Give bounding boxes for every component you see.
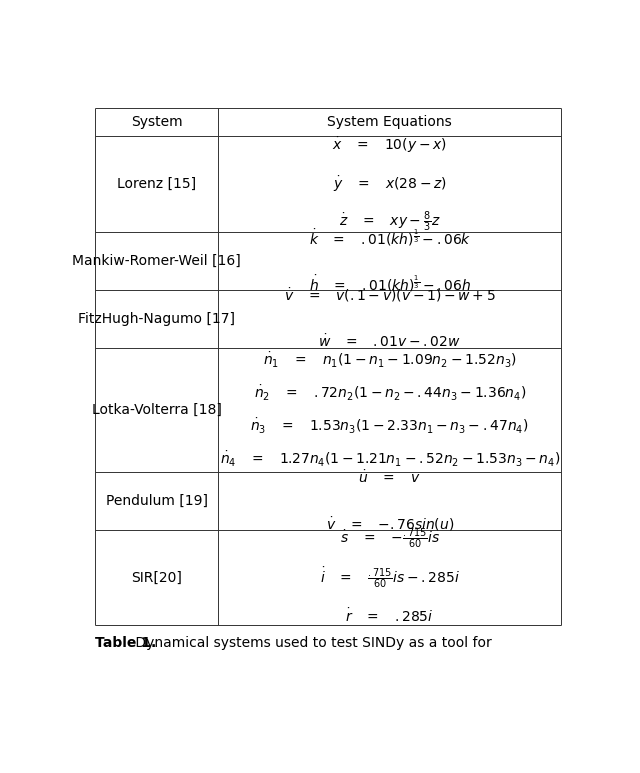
- Text: Table 1.: Table 1.: [95, 636, 156, 650]
- Text: $\dot{k}$   $=$   $.01(kh)^{\frac{1}{3}} - .06k$: $\dot{k}$ $=$ $.01(kh)^{\frac{1}{3}} - .…: [308, 227, 471, 248]
- Text: FitzHugh-Nagumo [17]: FitzHugh-Nagumo [17]: [78, 312, 235, 325]
- Text: $\dot{i}$   $=$   $\frac{.715}{60}is - .285i$: $\dot{i}$ $=$ $\frac{.715}{60}is - .285i…: [320, 565, 460, 590]
- Text: Dynamical systems used to test SINDy as a tool for: Dynamical systems used to test SINDy as …: [131, 636, 492, 650]
- Text: Mankiw-Romer-Weil [16]: Mankiw-Romer-Weil [16]: [72, 254, 241, 267]
- Text: $\dot{n}_4$   $=$   $1.27n_4(1 - 1.21n_1 - .52n_2 - 1.53n_3 - n_4)$: $\dot{n}_4$ $=$ $1.27n_4(1 - 1.21n_1 - .…: [220, 450, 560, 469]
- Text: $\dot{r}$   $=$   $.285i$: $\dot{r}$ $=$ $.285i$: [346, 607, 434, 625]
- Text: $\dot{h}$   $=$   $.01(kh)^{\frac{1}{3}} - .06h$: $\dot{h}$ $=$ $.01(kh)^{\frac{1}{3}} - .…: [308, 274, 471, 295]
- Text: Lorenz [15]: Lorenz [15]: [117, 177, 196, 191]
- Text: $\dot{y}$   $=$   $x(28 - z)$: $\dot{y}$ $=$ $x(28 - z)$: [333, 174, 447, 194]
- Text: Lotka-Volterra [18]: Lotka-Volterra [18]: [92, 403, 221, 417]
- Text: $\dot{w}$   $=$   $.01v - .02w$: $\dot{w}$ $=$ $.01v - .02w$: [318, 333, 461, 350]
- Text: $\dot{s}$   $=$   $-\frac{.715}{60}is$: $\dot{s}$ $=$ $-\frac{.715}{60}is$: [340, 527, 440, 551]
- Text: $\dot{n}_1$   $=$   $n_1(1 - n_1 - 1.09n_2 - 1.52n_3)$: $\dot{n}_1$ $=$ $n_1(1 - n_1 - 1.09n_2 -…: [263, 350, 516, 369]
- Text: $\dot{n}_2$   $=$   $.72n_2(1 - n_2 - .44n_3 - 1.36n_4)$: $\dot{n}_2$ $=$ $.72n_2(1 - n_2 - .44n_3…: [253, 383, 526, 403]
- Text: Pendulum [19]: Pendulum [19]: [106, 494, 207, 508]
- Text: $\dot{u}$   $=$   $v$: $\dot{u}$ $=$ $v$: [358, 469, 421, 486]
- Text: $\dot{v}$   $=$   $v(.1 - v)(v - 1) - w + 5$: $\dot{v}$ $=$ $v(.1 - v)(v - 1) - w + 5$: [284, 287, 495, 305]
- Text: $\dot{x}$   $=$   $10(y - x)$: $\dot{x}$ $=$ $10(y - x)$: [332, 136, 447, 155]
- Text: $\dot{z}$   $=$   $xy - \frac{8}{3}z$: $\dot{z}$ $=$ $xy - \frac{8}{3}z$: [339, 210, 440, 234]
- Text: SIR[20]: SIR[20]: [131, 570, 182, 584]
- Text: System Equations: System Equations: [328, 115, 452, 129]
- Text: $\dot{v}$   $=$   $-.76sin(u)$: $\dot{v}$ $=$ $-.76sin(u)$: [326, 515, 454, 533]
- Text: $\dot{n}_3$   $=$   $1.53n_3(1 - 2.33n_1 - n_3 - .47n_4)$: $\dot{n}_3$ $=$ $1.53n_3(1 - 2.33n_1 - n…: [250, 417, 529, 436]
- Text: System: System: [131, 115, 182, 129]
